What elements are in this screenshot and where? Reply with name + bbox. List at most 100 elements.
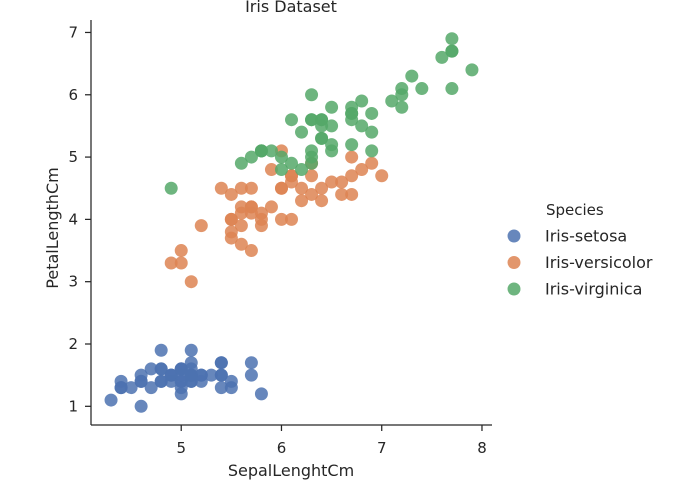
data-point — [204, 368, 218, 382]
data-point — [154, 343, 168, 357]
data-point — [164, 181, 178, 195]
data-point — [134, 374, 148, 388]
data-point — [355, 119, 369, 133]
data-point — [234, 156, 248, 170]
data-point — [174, 362, 188, 376]
data-point — [234, 181, 248, 195]
data-point — [154, 362, 168, 376]
data-point — [355, 94, 369, 108]
legend-title: Species — [546, 201, 604, 219]
data-point — [395, 88, 409, 102]
y-tick-label: 6 — [68, 86, 78, 104]
data-point — [315, 194, 329, 208]
data-point — [365, 125, 379, 139]
x-ticks: 5 6 7 8 — [176, 425, 487, 457]
data-point — [295, 163, 309, 177]
data-point — [295, 181, 309, 195]
data-point — [244, 206, 258, 220]
data-point — [234, 200, 248, 214]
legend-label: Iris-setosa — [545, 227, 627, 246]
data-point — [274, 181, 288, 195]
data-point — [114, 381, 128, 395]
x-axis-label: SepalLenghtCm — [228, 461, 354, 480]
data-point — [305, 169, 319, 183]
data-point — [375, 169, 389, 183]
data-point — [465, 63, 479, 77]
data-point — [184, 362, 198, 376]
y-tick-label: 1 — [68, 397, 78, 415]
data-point — [335, 187, 349, 201]
x-tick-label: 8 — [477, 439, 487, 457]
data-point — [184, 275, 198, 289]
data-point — [445, 32, 459, 46]
data-point — [164, 256, 178, 270]
data-point — [144, 381, 158, 395]
points-layer — [104, 32, 479, 413]
data-point — [365, 106, 379, 120]
data-point — [164, 368, 178, 382]
data-point — [244, 181, 258, 195]
data-point — [305, 187, 319, 201]
y-tick-label: 7 — [68, 23, 78, 41]
data-point — [325, 119, 339, 133]
data-point — [325, 100, 339, 114]
x-tick-label: 6 — [277, 439, 287, 457]
data-point — [435, 50, 449, 64]
data-point — [214, 356, 228, 370]
data-point — [264, 163, 278, 177]
data-point — [254, 144, 268, 158]
data-point — [385, 94, 399, 108]
data-point — [214, 368, 228, 382]
data-point — [325, 175, 339, 189]
data-point — [234, 237, 248, 251]
legend-marker — [507, 256, 521, 269]
data-point — [445, 82, 459, 96]
data-point — [184, 343, 198, 357]
legend-label: Iris-virginica — [545, 280, 642, 299]
data-point — [274, 212, 288, 226]
data-point — [244, 356, 258, 370]
data-point — [345, 169, 359, 183]
data-point — [124, 381, 138, 395]
data-point — [285, 212, 298, 226]
y-tick-label: 2 — [68, 335, 78, 353]
data-point — [365, 144, 379, 158]
data-point — [134, 399, 148, 413]
legend-marker — [507, 282, 521, 296]
data-point — [174, 256, 188, 270]
data-point — [315, 131, 329, 145]
data-point — [345, 106, 359, 120]
data-point — [174, 244, 188, 258]
data-point — [345, 187, 359, 201]
legend-label: Iris-versicolor — [545, 253, 653, 272]
data-point — [335, 175, 349, 189]
data-point — [325, 138, 339, 152]
data-point — [214, 381, 228, 395]
y-tick-label: 3 — [68, 273, 78, 291]
data-point — [224, 187, 238, 201]
data-point — [244, 368, 258, 382]
data-point — [285, 156, 298, 170]
data-point — [274, 150, 288, 164]
data-point — [295, 194, 309, 208]
data-point — [104, 393, 118, 407]
legend-marker — [507, 229, 521, 243]
data-point — [174, 374, 188, 388]
data-point — [345, 138, 359, 152]
data-point — [214, 181, 228, 195]
data-point — [285, 113, 298, 127]
data-point — [244, 244, 258, 258]
data-point — [315, 181, 329, 195]
data-point — [345, 150, 359, 164]
data-point — [224, 231, 238, 245]
data-point — [355, 163, 369, 177]
data-point — [305, 113, 319, 127]
data-point — [445, 44, 459, 58]
data-point — [264, 144, 278, 158]
data-point — [194, 368, 208, 382]
data-point — [365, 156, 379, 170]
data-point — [295, 125, 309, 139]
data-point — [224, 212, 238, 226]
data-point — [254, 212, 268, 226]
chart-title: Iris Dataset — [245, 0, 337, 16]
